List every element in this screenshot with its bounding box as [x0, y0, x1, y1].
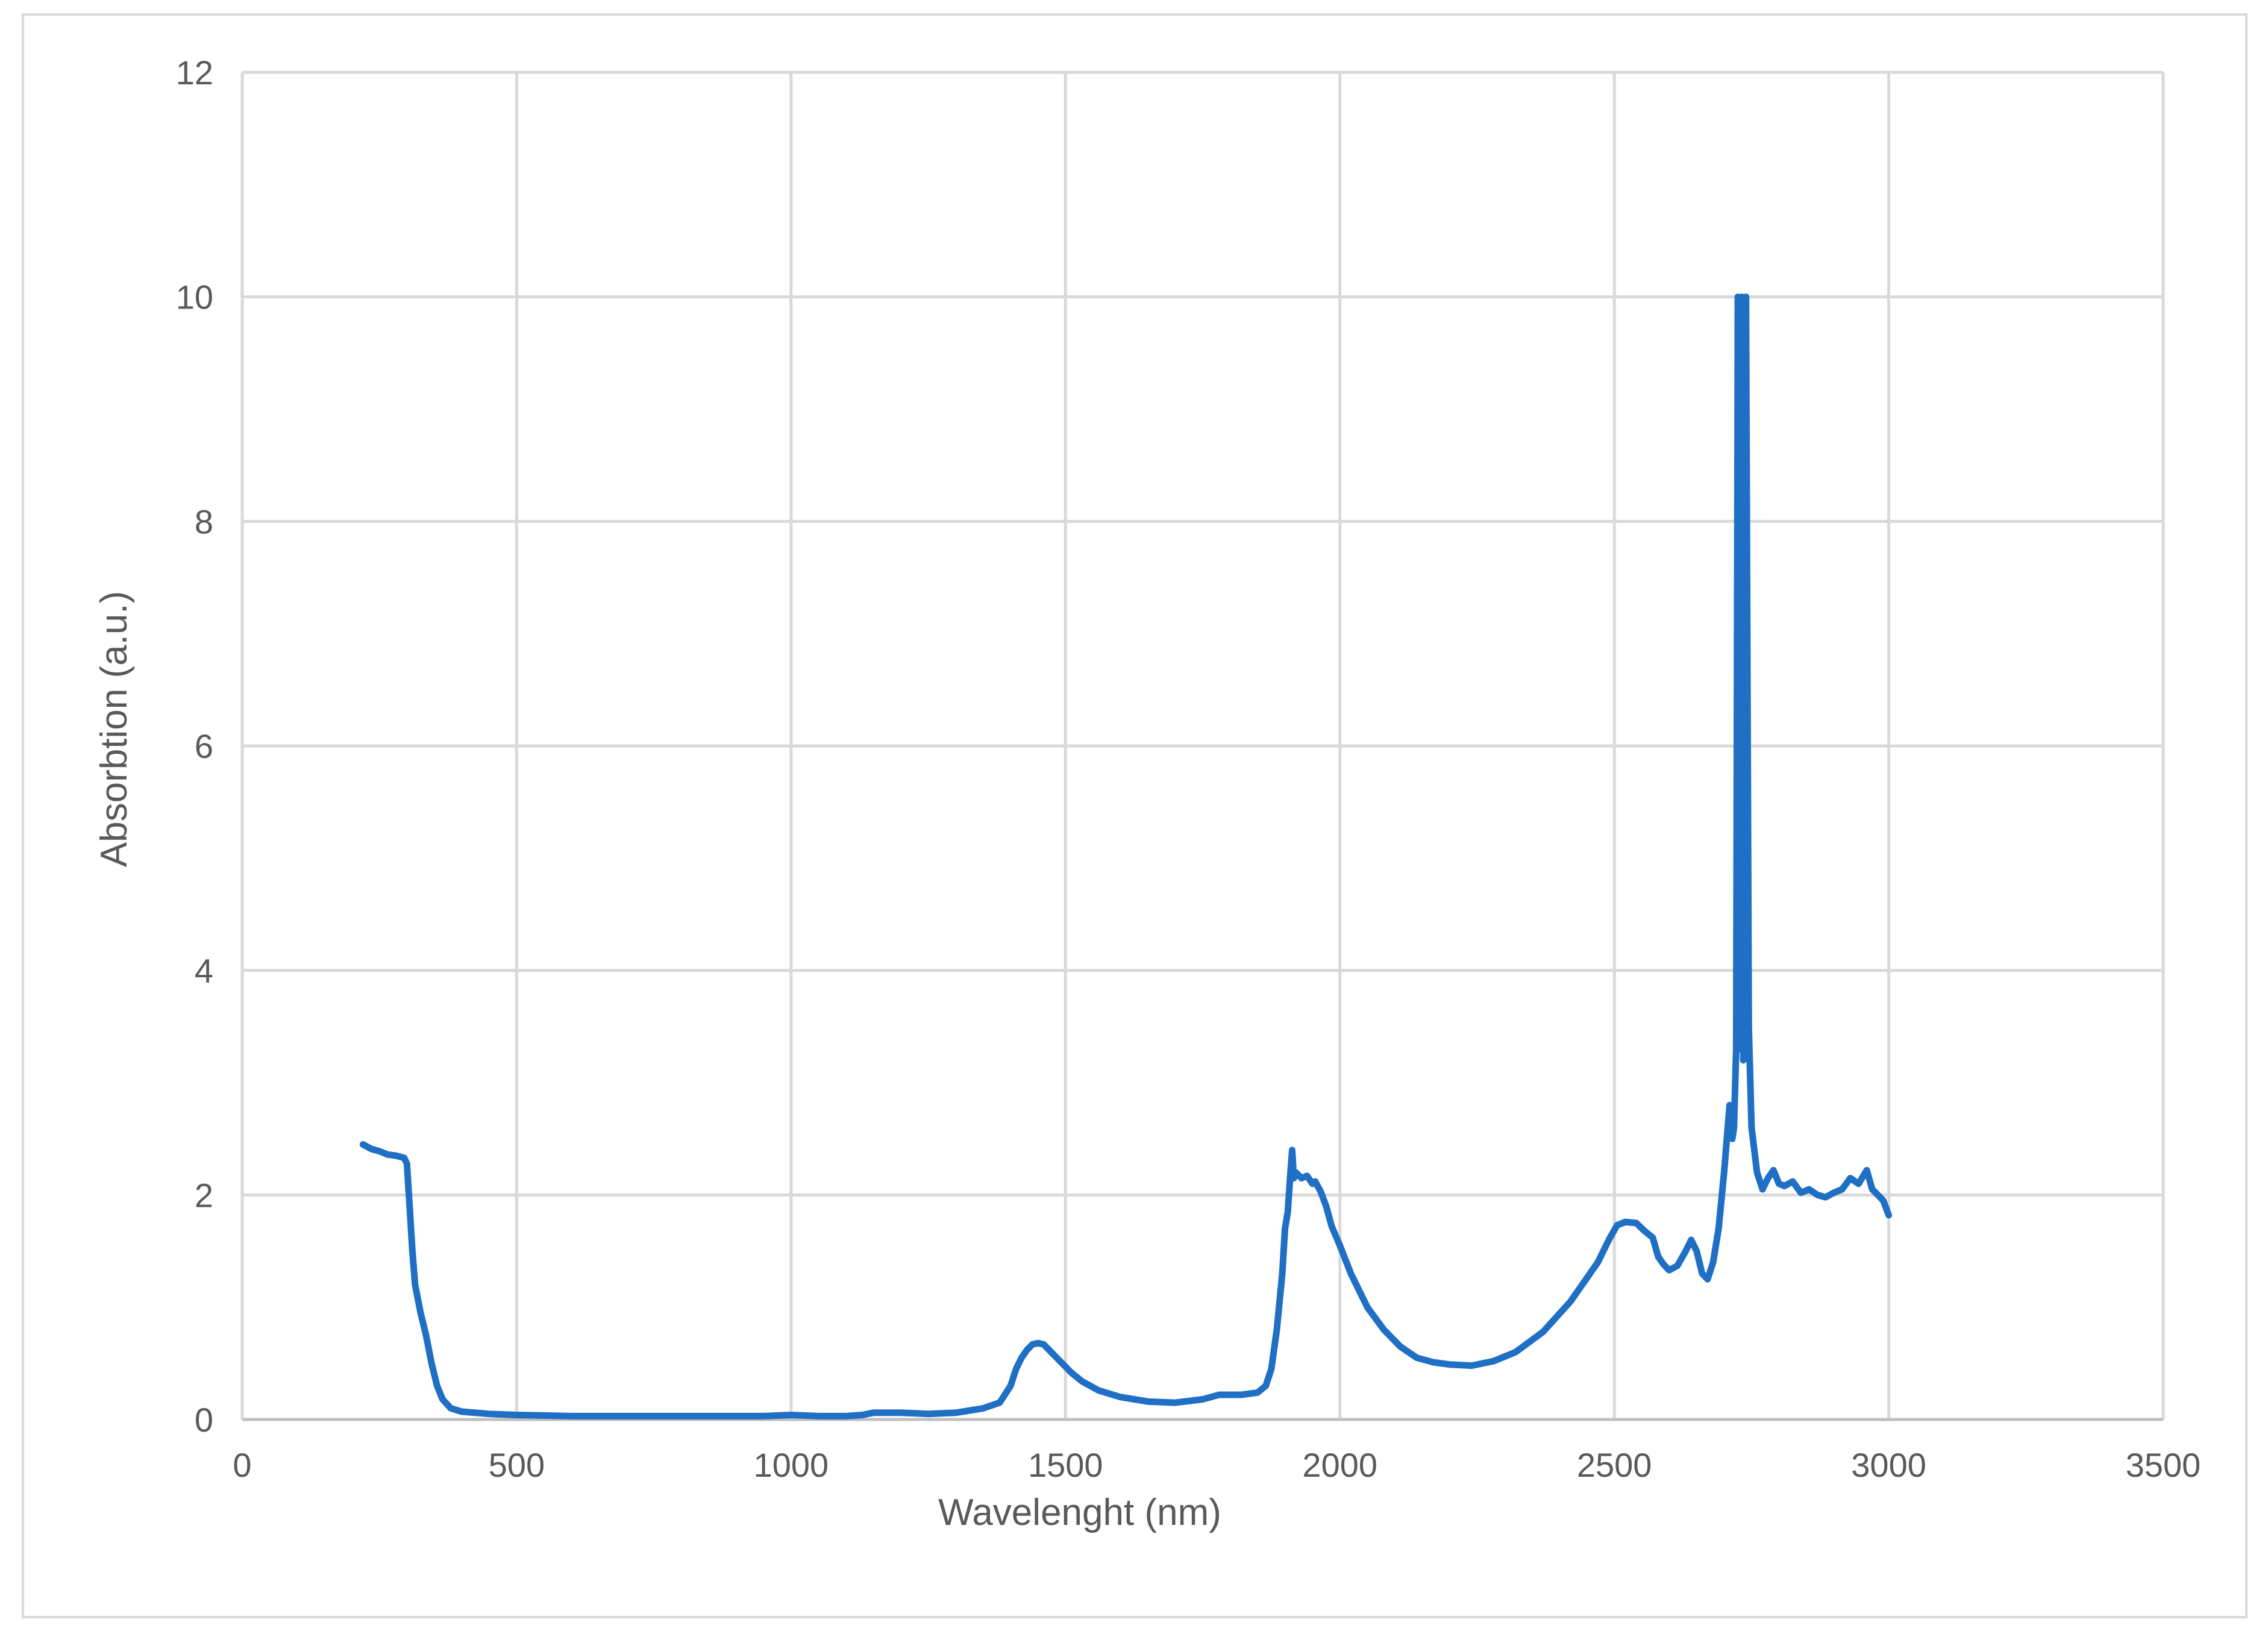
x-tick-label: 1500 [1028, 1446, 1103, 1484]
x-tick-label: 0 [233, 1446, 251, 1484]
series-line [359, 293, 1893, 1419]
x-tick-label: 2000 [1302, 1446, 1377, 1484]
x-tick-label: 3000 [1851, 1446, 1926, 1484]
x-tick-label: 3500 [2126, 1446, 2201, 1484]
chart-svg: 0 500 1000 1500 2000 2500 3000 3500 0 2 4 6 8 10 12 Wa… [93, 54, 2201, 1533]
y-tick-label: 0 [195, 1401, 213, 1439]
x-tick-label: 500 [489, 1446, 545, 1484]
x-tick-label: 1000 [754, 1446, 829, 1484]
y-tick-label: 4 [195, 952, 213, 990]
y-tick-label: 12 [176, 54, 213, 92]
x-axis-title: Wavelenght (nm) [938, 1492, 1221, 1533]
y-tick-label: 8 [195, 502, 213, 540]
y-tick-label: 10 [176, 278, 213, 316]
y-tick-label: 6 [195, 727, 213, 765]
chart-frame: 0 500 1000 1500 2000 2500 3000 3500 0 2 4 6 8 10 12 Wa… [22, 13, 2248, 1618]
tick-layer: 0 500 1000 1500 2000 2500 3000 3500 0 2 4 6 8 10 12 [176, 54, 2201, 1484]
grid-layer [240, 70, 2165, 1421]
x-tick-label: 2500 [1577, 1446, 1652, 1484]
series-layer [359, 293, 1893, 1419]
y-axis-title: Absorbtion (a.u.) [93, 591, 135, 867]
y-tick-label: 2 [195, 1176, 213, 1214]
